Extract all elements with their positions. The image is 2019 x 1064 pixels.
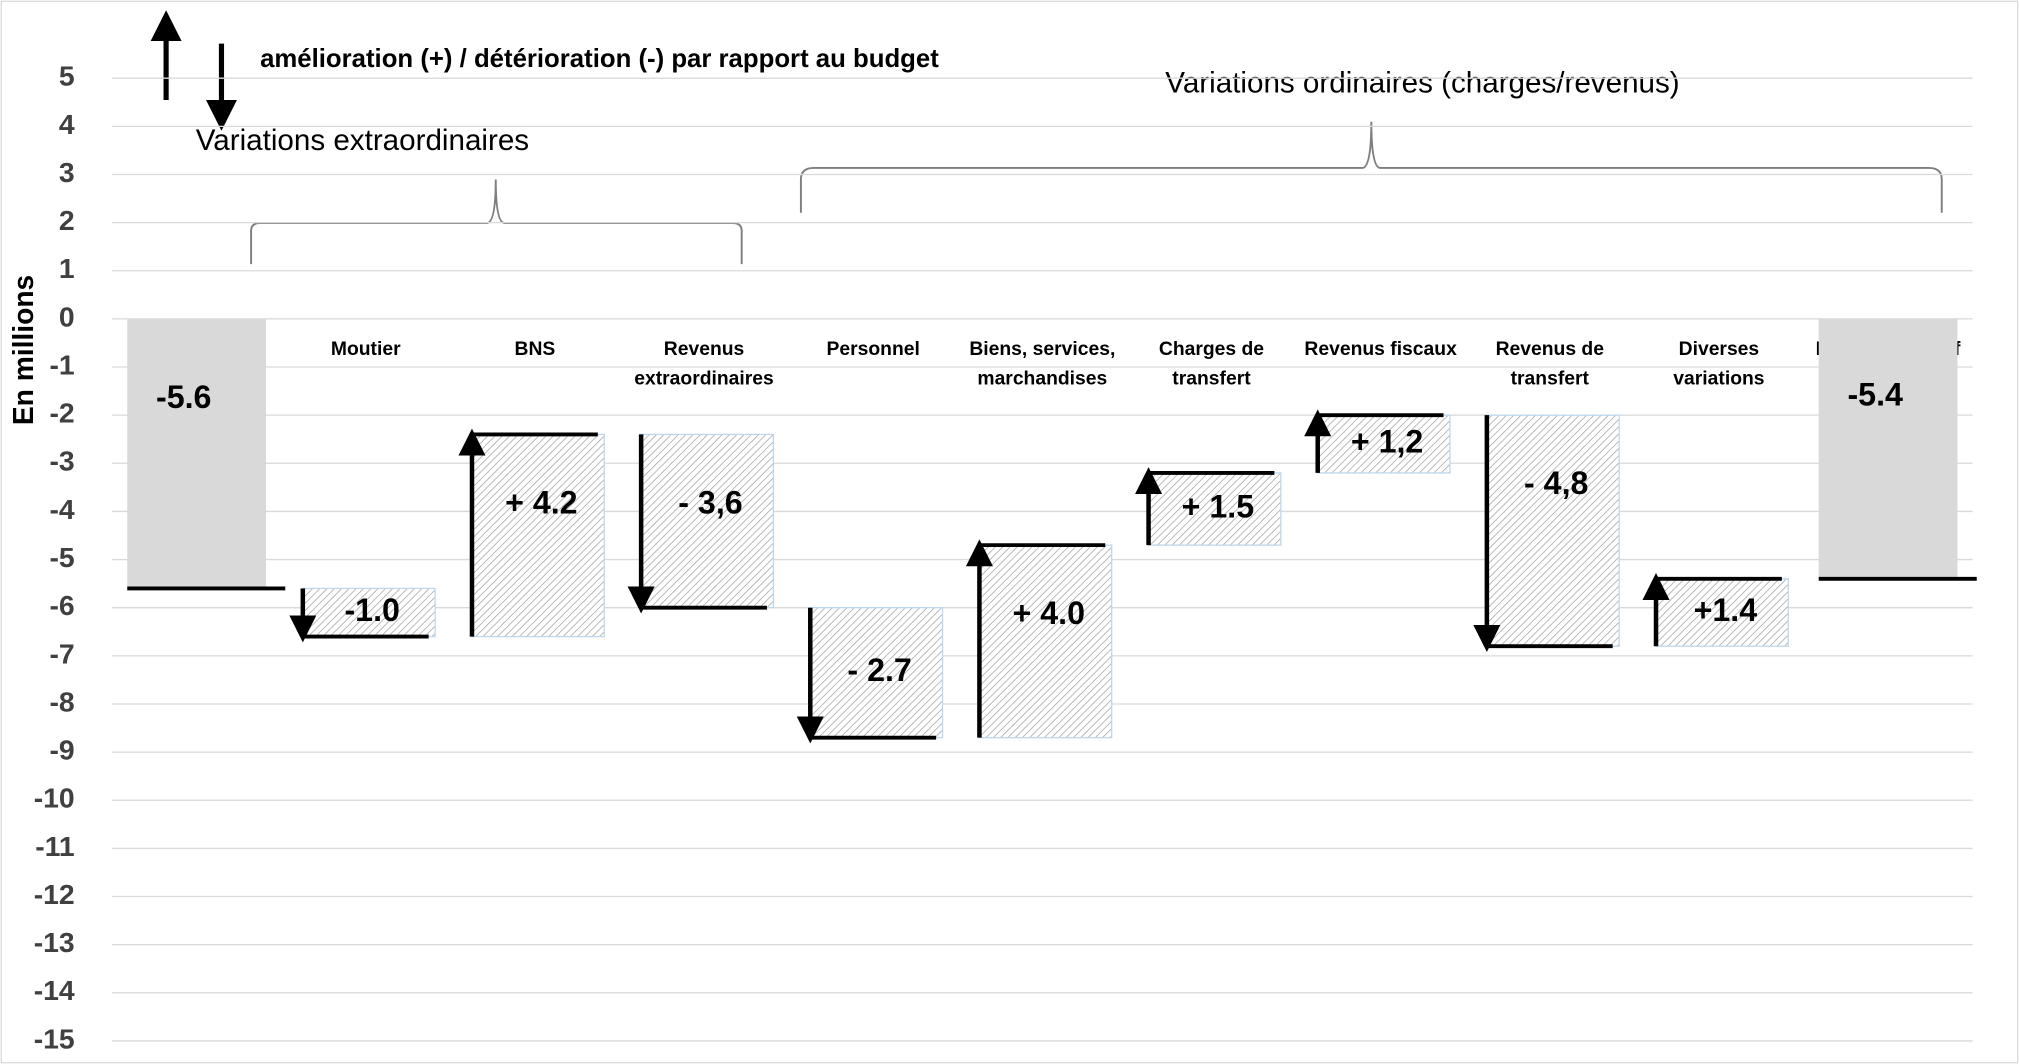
value-label: - 2.7 bbox=[847, 652, 911, 688]
y-tick-label: -6 bbox=[50, 589, 75, 621]
y-tick-label: 3 bbox=[59, 156, 75, 188]
value-label: -5.6 bbox=[156, 379, 211, 415]
value-label: +1.4 bbox=[1694, 592, 1758, 628]
change-bar bbox=[978, 544, 1113, 739]
total-bar bbox=[127, 318, 266, 589]
change-bar bbox=[809, 607, 944, 739]
y-tick-label: -1 bbox=[50, 349, 75, 381]
x-tick-label: Personnel bbox=[827, 339, 920, 360]
value-label: + 1,2 bbox=[1351, 424, 1423, 460]
change-bar bbox=[1655, 578, 1789, 647]
y-tick-label: -14 bbox=[34, 974, 75, 1006]
y-tick-label: -15 bbox=[34, 1022, 75, 1054]
annotation: Variations extraordinaires bbox=[196, 124, 529, 157]
x-tick-label: BNS bbox=[515, 339, 556, 360]
change-bar bbox=[1486, 414, 1620, 647]
annotation: Variations ordinaires (charges/revenus) bbox=[1165, 66, 1679, 99]
brace bbox=[250, 179, 743, 265]
value-label: - 3,6 bbox=[678, 484, 742, 520]
y-tick-label: -8 bbox=[50, 685, 75, 717]
y-tick-label: -13 bbox=[34, 926, 75, 958]
brace bbox=[799, 121, 1943, 213]
y-axis-label: En millions bbox=[7, 275, 39, 425]
x-tick-label: Diverses variations bbox=[1673, 339, 1764, 389]
y-tick-label: -4 bbox=[50, 493, 75, 525]
value-label: + 1.5 bbox=[1182, 489, 1254, 525]
value-label: - 4,8 bbox=[1524, 465, 1588, 501]
y-tick-label: 0 bbox=[59, 300, 75, 332]
change-bar bbox=[1317, 414, 1451, 474]
y-tick-label: -5 bbox=[50, 541, 75, 573]
y-tick-label: -3 bbox=[50, 445, 75, 477]
y-tick-label: 4 bbox=[59, 108, 75, 140]
y-tick-label: -9 bbox=[50, 734, 75, 766]
x-tick-label: Revenus de transfert bbox=[1496, 339, 1605, 389]
y-tick-label: 2 bbox=[59, 204, 75, 236]
x-tick-label: Revenus extraordinaires bbox=[634, 339, 774, 389]
change-bar bbox=[471, 433, 605, 638]
y-tick-label: -11 bbox=[35, 830, 74, 862]
x-tick-label: Moutier bbox=[331, 339, 401, 360]
y-tick-label: -2 bbox=[50, 397, 75, 429]
change-bar bbox=[640, 433, 775, 609]
change-bar bbox=[1147, 472, 1282, 546]
y-tick-label: 5 bbox=[59, 60, 75, 92]
value-label: + 4.2 bbox=[505, 484, 577, 520]
value-label: -5.4 bbox=[1847, 376, 1903, 412]
y-tick-label: 1 bbox=[59, 252, 75, 284]
value-label: -1.0 bbox=[344, 592, 399, 628]
x-tick-label: Revenus fiscaux bbox=[1304, 339, 1457, 360]
y-tick-label: -10 bbox=[34, 782, 75, 814]
legend-text: amélioration (+) / détérioration (-) par… bbox=[260, 45, 939, 73]
x-tick-label: Biens, services, marchandises bbox=[969, 339, 1115, 389]
total-bar bbox=[1818, 318, 1958, 579]
y-tick-label: -12 bbox=[34, 878, 75, 910]
value-label: + 4.0 bbox=[1013, 595, 1085, 631]
x-tick-label: Charges de transfert bbox=[1159, 339, 1264, 389]
y-tick-label: -7 bbox=[50, 637, 75, 669]
